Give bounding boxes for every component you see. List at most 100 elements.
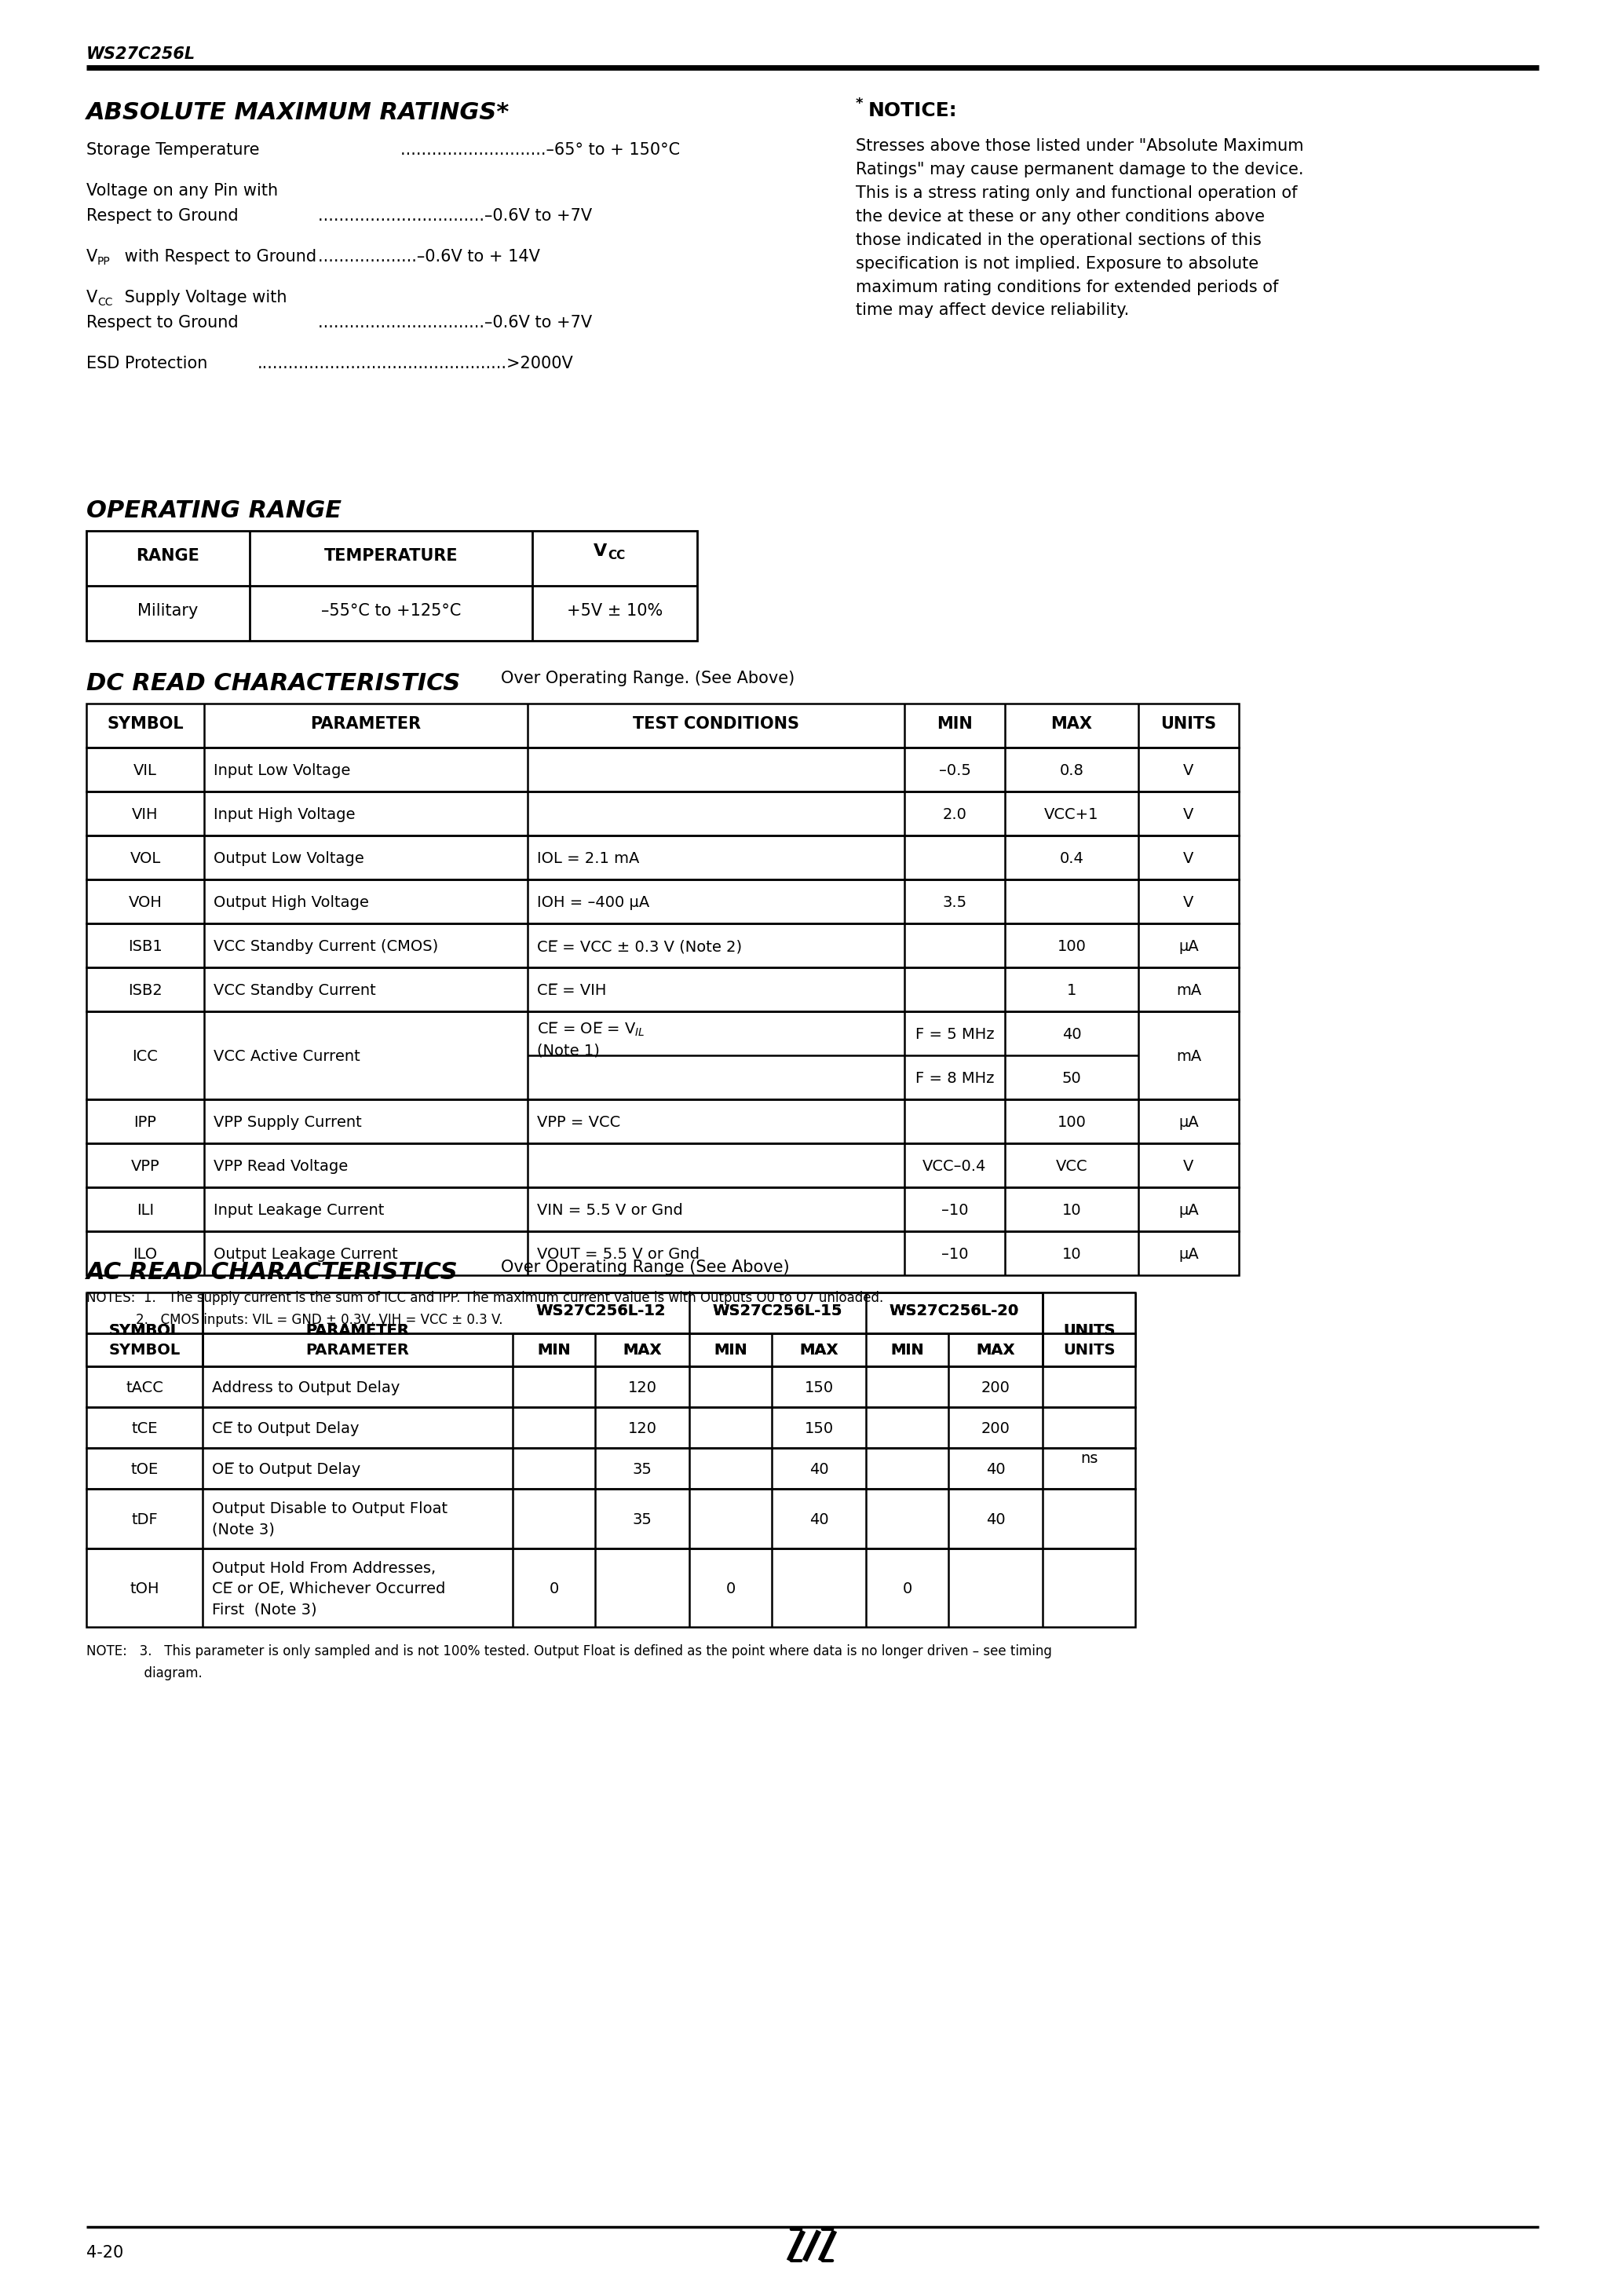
Bar <box>86 530 697 641</box>
Text: VOL: VOL <box>130 852 161 866</box>
Text: ESD Protection: ESD Protection <box>86 356 208 372</box>
Text: VPP Supply Current: VPP Supply Current <box>214 1116 362 1130</box>
Text: Respect to Ground: Respect to Ground <box>86 315 238 331</box>
Text: V: V <box>594 544 607 560</box>
Text: with Respect to Ground: with Respect to Ground <box>120 248 316 264</box>
Bar <box>86 703 1239 748</box>
Text: mA: mA <box>1176 983 1202 999</box>
Text: MAX: MAX <box>623 1343 662 1357</box>
Text: diagram.: diagram. <box>86 1667 203 1681</box>
Text: NOTES:  1.   The supply current is the sum of ICC and IPP. The maximum current v: NOTES: 1. The supply current is the sum … <box>86 1290 884 1304</box>
Text: *: * <box>856 96 863 110</box>
Text: Output Disable to Output Float: Output Disable to Output Float <box>212 1502 448 1515</box>
Bar <box>203 1293 513 1366</box>
Text: MIN: MIN <box>890 1343 925 1357</box>
Text: ns: ns <box>1080 1451 1098 1467</box>
Text: F = 5 MHz: F = 5 MHz <box>915 1026 994 1042</box>
Text: VPP Read Voltage: VPP Read Voltage <box>214 1159 349 1173</box>
Text: WS27C256L-15: WS27C256L-15 <box>712 1304 842 1318</box>
Text: PARAMETER: PARAMETER <box>307 1322 409 1339</box>
Text: 0: 0 <box>902 1582 912 1596</box>
Text: ILO: ILO <box>133 1247 157 1263</box>
Text: VCC Standby Current (CMOS): VCC Standby Current (CMOS) <box>214 939 438 955</box>
Text: V: V <box>86 289 97 305</box>
Text: First  (Note 3): First (Note 3) <box>212 1603 316 1616</box>
Text: NOTICE:: NOTICE: <box>868 101 957 119</box>
Bar <box>86 748 1239 792</box>
Text: UNITS: UNITS <box>1062 1343 1114 1357</box>
Text: CE̅ = VCC ± 0.3 V (Note 2): CE̅ = VCC ± 0.3 V (Note 2) <box>537 939 741 955</box>
Text: 200: 200 <box>981 1380 1011 1396</box>
Text: Output Hold From Addresses,: Output Hold From Addresses, <box>212 1561 436 1575</box>
Text: Respect to Ground: Respect to Ground <box>86 209 238 223</box>
Text: 0.8: 0.8 <box>1059 762 1083 778</box>
Text: PARAMETER: PARAMETER <box>307 1343 409 1357</box>
Bar <box>1043 1293 1135 1366</box>
Bar <box>86 1293 203 1366</box>
Bar <box>86 1100 1239 1143</box>
Text: 100: 100 <box>1058 939 1087 955</box>
Text: 40: 40 <box>1062 1026 1082 1042</box>
Text: MIN: MIN <box>537 1343 571 1357</box>
Text: ............................–65° to + 150°C: ............................–65° to + 15… <box>401 142 680 158</box>
Text: ................................–0.6V to +7V: ................................–0.6V to… <box>318 315 592 331</box>
Text: +5V ± 10%: +5V ± 10% <box>566 604 663 618</box>
Text: μA: μA <box>1179 1247 1199 1263</box>
Text: 40: 40 <box>809 1513 829 1527</box>
Text: 40: 40 <box>986 1513 1006 1527</box>
Text: UNITS: UNITS <box>1062 1322 1114 1339</box>
Text: VCC+1: VCC+1 <box>1045 808 1100 822</box>
Text: CE̅ or OE̅, Whichever Occurred: CE̅ or OE̅, Whichever Occurred <box>212 1582 446 1596</box>
Text: tDF: tDF <box>131 1513 157 1527</box>
Text: V: V <box>1184 762 1194 778</box>
Bar <box>86 1488 1135 1548</box>
Text: SYMBOL: SYMBOL <box>107 716 183 732</box>
Text: 150: 150 <box>805 1421 834 1437</box>
Text: –10: –10 <box>941 1203 968 1217</box>
Text: ABSOLUTE MAXIMUM RATINGS*: ABSOLUTE MAXIMUM RATINGS* <box>86 101 509 124</box>
Text: CE̅ = OE̅ = V$_{IL}$: CE̅ = OE̅ = V$_{IL}$ <box>537 1022 646 1038</box>
Text: TEMPERATURE: TEMPERATURE <box>324 549 457 565</box>
Text: Input Low Voltage: Input Low Voltage <box>214 762 350 778</box>
Text: 35: 35 <box>633 1463 652 1476</box>
Text: VCC: VCC <box>1056 1159 1088 1173</box>
Bar <box>86 967 1239 1010</box>
Text: μA: μA <box>1179 1203 1199 1217</box>
Text: ...................–0.6V to + 14V: ...................–0.6V to + 14V <box>318 248 540 264</box>
Text: ISB2: ISB2 <box>128 983 162 999</box>
Text: MAX: MAX <box>976 1343 1015 1357</box>
Text: VPP = VCC: VPP = VCC <box>537 1116 621 1130</box>
Text: F = 8 MHz: F = 8 MHz <box>915 1070 994 1086</box>
Text: 200: 200 <box>981 1421 1011 1437</box>
Bar <box>86 1143 1239 1187</box>
Text: Over Operating Range (See Above): Over Operating Range (See Above) <box>501 1261 790 1274</box>
Text: MIN: MIN <box>714 1343 748 1357</box>
Text: ICC: ICC <box>133 1049 159 1063</box>
Text: 40: 40 <box>809 1463 829 1476</box>
Text: CE̅ to Output Delay: CE̅ to Output Delay <box>212 1421 358 1437</box>
Text: SYMBOL: SYMBOL <box>109 1322 180 1339</box>
Text: IOH = –400 μA: IOH = –400 μA <box>537 895 649 909</box>
Bar <box>86 1231 1239 1274</box>
Text: UNITS: UNITS <box>1161 716 1216 732</box>
Text: OPERATING RANGE: OPERATING RANGE <box>86 501 342 521</box>
Text: Input Leakage Current: Input Leakage Current <box>214 1203 384 1217</box>
Text: 150: 150 <box>805 1380 834 1396</box>
Text: 120: 120 <box>628 1421 657 1437</box>
Text: tACC: tACC <box>125 1380 164 1396</box>
Text: Output High Voltage: Output High Voltage <box>214 895 368 909</box>
Text: Address to Output Delay: Address to Output Delay <box>212 1380 401 1396</box>
Text: PARAMETER: PARAMETER <box>310 716 422 732</box>
Text: MIN: MIN <box>714 1343 748 1357</box>
Text: Military: Military <box>138 604 198 618</box>
Text: μA: μA <box>1179 939 1199 955</box>
Text: 120: 120 <box>628 1380 657 1396</box>
Text: MAX: MAX <box>800 1343 839 1357</box>
Text: (Note 3): (Note 3) <box>212 1522 274 1536</box>
Text: VIH: VIH <box>131 808 159 822</box>
Text: MAX: MAX <box>1051 716 1093 732</box>
Text: Output Leakage Current: Output Leakage Current <box>214 1247 397 1263</box>
Text: VCC Standby Current: VCC Standby Current <box>214 983 376 999</box>
Bar <box>86 1334 1135 1366</box>
Bar <box>86 1293 1135 1334</box>
